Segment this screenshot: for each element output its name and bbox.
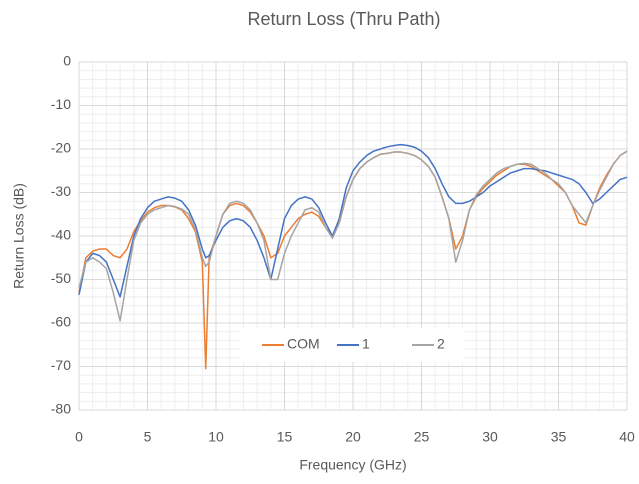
legend-label: COM [287,336,320,352]
x-tick-label: 10 [208,429,224,445]
y-axis-label: Return Loss (dB) [11,183,27,289]
y-tick-label: -20 [51,140,71,156]
x-axis-label: Frequency (GHz) [299,457,406,473]
x-tick-label: 35 [551,429,567,445]
legend: COM 1 2 [240,328,465,362]
y-tick-label: -80 [51,401,71,417]
y-tick-label: -10 [51,96,71,112]
x-tick-label: 15 [277,429,293,445]
chart-title: Return Loss (Thru Path) [247,9,440,29]
y-tick-label: -70 [51,357,71,373]
series-line [78,150,628,322]
x-tick-label: 20 [345,429,361,445]
y-tick-label: -40 [51,227,71,243]
y-tick-label: -30 [51,183,71,199]
y-tick-label: -50 [51,270,71,286]
x-tick-label: 30 [482,429,498,445]
x-tick-label: 25 [414,429,430,445]
x-tick-label: 0 [75,429,83,445]
legend-label: 1 [362,336,370,352]
series-line [78,143,628,298]
x-tick-label: 40 [619,429,635,445]
y-tick-label: 0 [63,53,71,69]
x-tick-label: 5 [144,429,152,445]
legend-label: 2 [437,336,445,352]
y-tick-label: -60 [51,314,71,330]
